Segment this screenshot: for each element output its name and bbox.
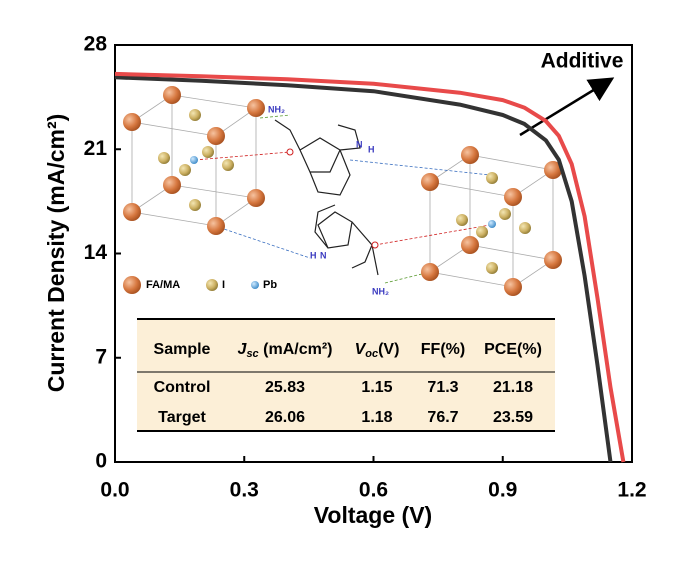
molecule-label: N: [356, 139, 363, 149]
y-tick-label: 21: [84, 137, 108, 160]
y-axis-label: Current Density (mA/cm²): [43, 114, 69, 393]
table-cell: Target: [158, 409, 206, 426]
y-tick-label: 28: [84, 33, 108, 56]
table-cell: 25.83: [265, 379, 305, 396]
annotation-arrow: [519, 77, 615, 137]
legend-label: FA/MA: [146, 279, 180, 291]
y-tick-label: 14: [84, 241, 108, 264]
y-tick-label: 0: [95, 450, 107, 473]
header-symbol: J: [238, 341, 248, 358]
table-header: Voc(V): [355, 341, 400, 360]
atoms: [123, 86, 562, 296]
molecule-label: NH₂: [268, 104, 285, 114]
curve: [114, 75, 613, 463]
legend-label: I: [222, 279, 225, 291]
header-sub: oc: [365, 348, 378, 360]
molecule-label: N: [320, 250, 327, 260]
x-axis-label: Voltage (V): [314, 502, 432, 528]
molecule-label: H: [310, 250, 317, 260]
x-tick-label: 0.6: [359, 479, 388, 502]
table-cell: Control: [154, 379, 211, 396]
legend-label: Pb: [263, 279, 277, 291]
table-cell: 1.18: [361, 409, 392, 426]
table-cell: 26.06: [265, 409, 305, 426]
header-symbol: V: [355, 341, 367, 358]
table-header: Jsc (mA/cm²): [238, 341, 333, 360]
table-bg: [137, 318, 555, 432]
table-header: Sample: [154, 341, 211, 358]
annotation: Additive: [541, 50, 624, 73]
x-tick-label: 0.0: [100, 479, 129, 502]
table-cell: 21.18: [493, 379, 533, 396]
table: Sample Jsc (mA/cm²) Voc(V) FF(%) PCE(%) …: [154, 341, 542, 426]
table-cell: 71.3: [427, 379, 458, 396]
structure-inset: [130, 94, 555, 288]
molecule-label: NH₂: [372, 286, 389, 296]
molecule-labels: NH₂ H N NH₂ N H: [268, 104, 389, 296]
table-header: PCE(%): [484, 341, 542, 358]
header-unit: (V): [378, 341, 399, 358]
table-cell: 23.59: [493, 409, 533, 426]
table-cell: 76.7: [427, 409, 458, 426]
curve: [114, 71, 626, 463]
atom-legend: FA/MA I Pb: [146, 279, 277, 291]
y-tick-label: 7: [95, 345, 107, 368]
table-header: FF(%): [421, 341, 465, 358]
molecule-label: H: [368, 144, 375, 154]
table-cell: 1.15: [361, 379, 392, 396]
x-tick-label: 0.9: [488, 479, 517, 502]
header-unit: (mA/cm²): [259, 341, 333, 358]
x-tick-label: 0.3: [230, 479, 259, 502]
header-sub: sc: [246, 348, 258, 360]
x-tick-label: 1.2: [617, 479, 646, 502]
